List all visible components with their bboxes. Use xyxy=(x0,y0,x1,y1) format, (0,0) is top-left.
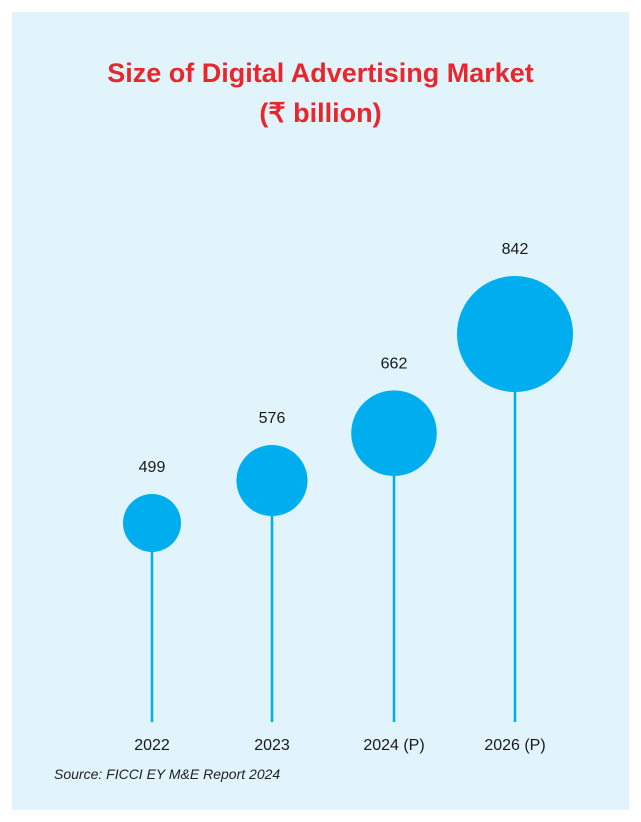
value-label-1: 576 xyxy=(259,410,286,427)
x-tick-label-0: 2022 xyxy=(134,737,170,754)
source-note: Source: FICCI EY M&E Report 2024 xyxy=(54,766,281,782)
value-label-3: 842 xyxy=(502,241,529,258)
chart-panel: Size of Digital Advertising Market (₹ bi… xyxy=(12,12,629,810)
bubble-1 xyxy=(236,445,308,517)
value-label-0: 499 xyxy=(139,459,166,476)
x-tick-label-3: 2026 (P) xyxy=(484,737,545,754)
bubble-3 xyxy=(457,276,573,392)
x-tick-label-2: 2024 (P) xyxy=(363,737,424,754)
bubble-0 xyxy=(123,494,181,552)
chart-subtitle: (₹ billion) xyxy=(259,98,382,128)
bubble-chart: 499 2022 576 2023 662 2024 (P) 842 2026 (P) xyxy=(123,241,573,754)
x-tick-label-1: 2023 xyxy=(254,737,290,754)
chart-title: Size of Digital Advertising Market xyxy=(107,58,534,88)
bubble-2 xyxy=(351,390,437,476)
value-label-2: 662 xyxy=(381,355,408,372)
